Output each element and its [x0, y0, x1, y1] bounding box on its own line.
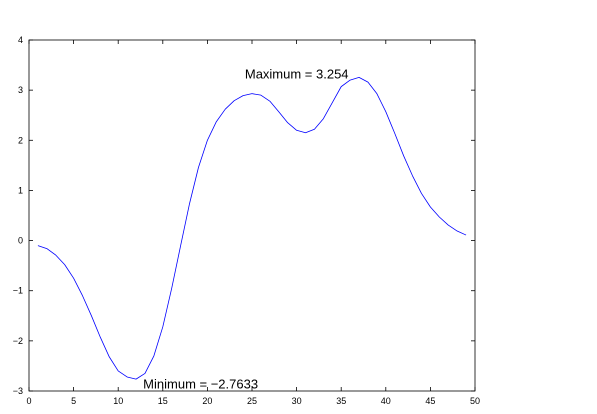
y-tick-label-6: 3 [18, 85, 23, 95]
x-tick-label-10: 50 [470, 396, 480, 406]
y-tick-label-0: −3 [13, 386, 23, 396]
x-tick-label-9: 45 [425, 396, 435, 406]
x-tick-label-1: 5 [71, 396, 76, 406]
axes: 0 5 10 15 20 25 30 35 40 45 50 −3 −2 −1 0 1 2 3 4 [13, 35, 480, 406]
x-tick-label-0: 0 [26, 396, 31, 406]
annotation-0: Maximum = 3.254 [245, 67, 349, 82]
y-tick-label-1: −2 [13, 336, 23, 346]
x-tick-label-3: 15 [158, 396, 168, 406]
x-tick-label-2: 10 [113, 396, 123, 406]
y-tick-label-4: 1 [18, 185, 23, 195]
y-tick-label-2: −1 [13, 286, 23, 296]
annotations: Maximum = 3.254 Minimum = −2.7633 [143, 67, 348, 392]
x-tick-label-4: 20 [202, 396, 212, 406]
x-tick-label-5: 25 [247, 396, 257, 406]
annotation-1: Minimum = −2.7633 [143, 376, 258, 391]
x-tick-label-7: 35 [336, 396, 346, 406]
y-tick-label-3: 0 [18, 236, 23, 246]
plot-area [37, 77, 467, 380]
y-tick-label-5: 2 [18, 135, 23, 145]
y-tick-label-7: 4 [18, 35, 23, 45]
series-line-0 [37, 77, 467, 380]
x-tick-label-8: 40 [381, 396, 391, 406]
x-tick-label-6: 30 [292, 396, 302, 406]
